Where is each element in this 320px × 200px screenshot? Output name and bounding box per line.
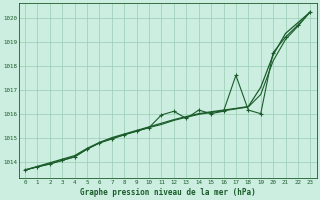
X-axis label: Graphe pression niveau de la mer (hPa): Graphe pression niveau de la mer (hPa)	[80, 188, 256, 197]
